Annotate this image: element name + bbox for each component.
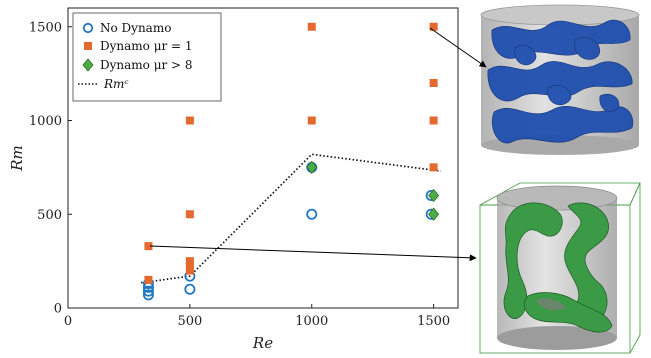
x-tick-label: 0 [64, 314, 72, 329]
legend-label-dynamo-mu1: Dynamo μr = 1 [100, 39, 193, 53]
x-axis-label: Re [252, 334, 273, 352]
blue-flow-structure-image [480, 4, 640, 155]
dynamo-mu8-point [428, 207, 440, 221]
dynamo-mu1-point [307, 22, 316, 31]
legend-marker-dynamo-mu8 [82, 58, 94, 72]
no-dynamo-point [306, 208, 318, 220]
x-axis-ticks: 0 500 1000 1500 [64, 304, 450, 329]
dynamo-mu1-point [185, 257, 194, 266]
dynamo-mu1-point [185, 210, 194, 219]
chart-marks [140, 22, 442, 301]
y-tick-label: 1500 [29, 20, 62, 35]
arrow-to-top-image [429, 27, 487, 68]
y-tick-label: 1000 [29, 114, 62, 129]
no-dynamo-point [184, 283, 196, 295]
y-tick-label: 500 [37, 208, 62, 223]
legend: No Dynamo Dynamo μr = 1 Dynamo μr > 8 Rm… [72, 12, 222, 102]
y-tick-label: 0 [54, 302, 62, 317]
dynamo-mu1-point [429, 163, 438, 172]
legend-label-dynamo-mu8: Dynamo μr > 8 [100, 58, 193, 72]
no-dynamo-point [142, 285, 154, 297]
dynamo-mu1-point [429, 79, 438, 87]
no-dynamo-point [142, 289, 154, 301]
x-tick-label: 1000 [295, 314, 328, 329]
y-axis-ticks: 0 500 1000 1500 [29, 20, 72, 317]
dynamo-mu1-point [307, 116, 316, 125]
x-tick-label: 1500 [417, 314, 450, 329]
legend-box [72, 12, 222, 102]
dynamo-mu8-point [306, 160, 318, 174]
y-axis-label: Rm [8, 145, 26, 172]
dynamo-mu8-point [428, 188, 440, 203]
x-tick-label: 500 [177, 314, 202, 329]
dynamo-mu1-point [144, 275, 153, 284]
green-magnetic-field-image [479, 182, 641, 354]
dynamo-mu1-point [429, 116, 438, 125]
dynamo-mu1-point [185, 266, 194, 275]
dynamo-mu1-point [185, 116, 194, 125]
legend-marker-dynamo-mu1 [84, 42, 92, 50]
arrow-to-bottom-image [149, 245, 477, 262]
dynamo-mu1-point [144, 242, 153, 251]
legend-label-rmc: Rmᶜ [103, 77, 129, 91]
legend-label-no-dynamo: No Dynamo [100, 21, 171, 35]
dynamo-mu1-point [429, 22, 438, 31]
legend-marker-no-dynamo [82, 22, 94, 34]
